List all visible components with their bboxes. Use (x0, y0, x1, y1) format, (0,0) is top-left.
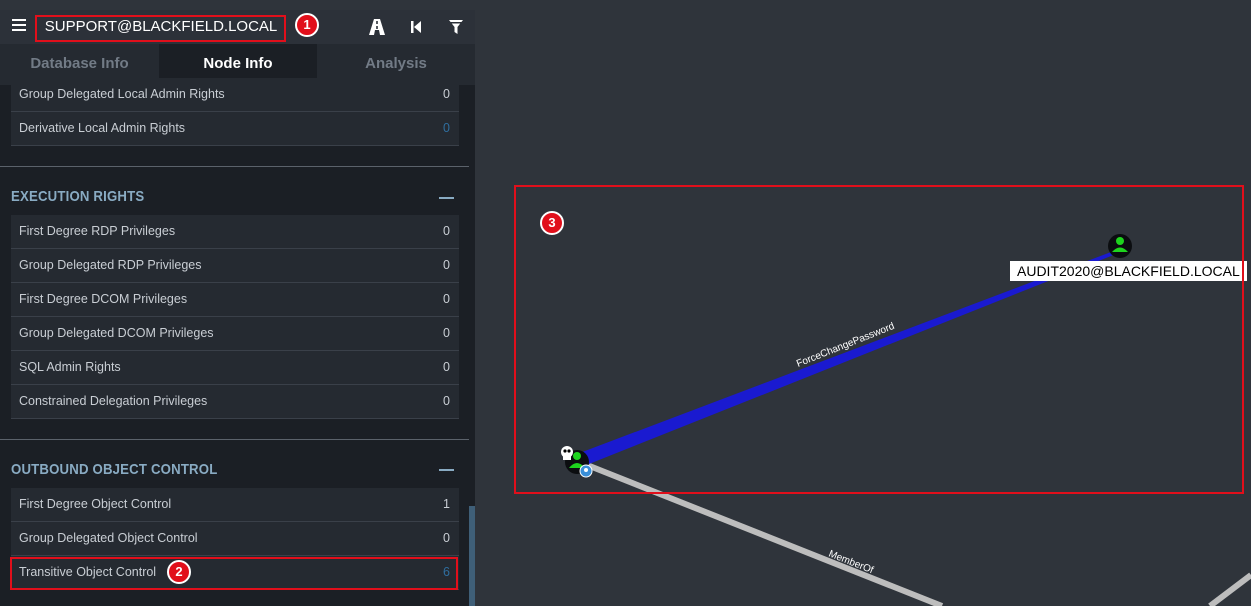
row-value: 0 (443, 292, 450, 306)
list-item[interactable]: Group Delegated Object Control 0 (11, 522, 459, 556)
list-item[interactable]: Group Delegated RDP Privileges 0 (11, 249, 459, 283)
edge-force-change-password[interactable] (577, 249, 1121, 466)
row-label: Group Delegated RDP Privileges (19, 258, 202, 272)
row-label: First Degree Object Control (19, 497, 172, 511)
location-pin-icon (579, 464, 593, 478)
target-node-label[interactable]: AUDIT2020@BLACKFIELD.LOCAL (1010, 261, 1247, 281)
search-bar: SUPPORT@BLACKFIELD.LOCAL (0, 10, 475, 44)
row-label: Group Delegated Object Control (19, 531, 198, 545)
tab-database-info[interactable]: Database Info (30, 55, 129, 72)
pathfinding-icon[interactable] (367, 17, 387, 37)
row-label: Group Delegated Local Admin Rights (19, 87, 225, 101)
list-item[interactable]: Constrained Delegation Privileges 0 (11, 385, 459, 419)
menu-icon[interactable] (12, 19, 26, 31)
tab-analysis[interactable]: Analysis (365, 55, 427, 72)
section-title-execution-rights[interactable]: EXECUTION RIGHTS (11, 188, 145, 205)
row-value: 0 (443, 224, 450, 238)
section-title-outbound-object-control[interactable]: OUTBOUND OBJECT CONTROL (11, 461, 218, 478)
row-label: Constrained Delegation Privileges (19, 394, 208, 408)
source-user-node[interactable] (561, 446, 593, 478)
list-item[interactable]: Derivative Local Admin Rights 0 (11, 112, 459, 146)
row-value-link[interactable]: 0 (443, 121, 450, 135)
collapse-icon[interactable] (439, 469, 454, 471)
filter-icon[interactable] (446, 17, 466, 37)
collapse-icon[interactable] (439, 197, 454, 199)
annotation-badge-2: 2 (167, 560, 191, 584)
annotation-badge-1: 1 (295, 13, 319, 37)
node-search-input[interactable]: SUPPORT@BLACKFIELD.LOCAL (44, 18, 278, 35)
list-item[interactable]: First Degree DCOM Privileges 0 (11, 283, 459, 317)
scrollbar-track[interactable] (469, 85, 475, 606)
row-value: 0 (443, 360, 450, 374)
annotation-badge-3: 3 (540, 211, 564, 235)
row-value: 0 (443, 531, 450, 545)
list-item[interactable]: First Degree Object Control 1 (11, 488, 459, 522)
list-item[interactable]: Group Delegated Local Admin Rights 0 (11, 78, 459, 112)
row-value: 0 (443, 258, 450, 272)
section-divider (0, 166, 469, 167)
edge-member-of[interactable] (580, 460, 944, 606)
edge-partial-right[interactable] (1208, 572, 1251, 606)
row-label: Group Delegated DCOM Privileges (19, 326, 214, 340)
row-value-link[interactable]: 6 (443, 565, 450, 579)
row-value: 0 (443, 87, 450, 101)
back-icon[interactable] (406, 17, 426, 37)
row-label: Transitive Object Control (19, 565, 157, 579)
row-value: 0 (443, 394, 450, 408)
row-value: 1 (443, 497, 450, 511)
list-item[interactable]: SQL Admin Rights 0 (11, 351, 459, 385)
execution-rights-rows: First Degree RDP Privileges 0 Group Dele… (11, 215, 459, 419)
row-label: First Degree RDP Privileges (19, 224, 176, 238)
row-label: First Degree DCOM Privileges (19, 292, 188, 306)
local-admin-rows: Group Delegated Local Admin Rights 0 Der… (11, 78, 459, 146)
target-user-node[interactable] (1108, 234, 1132, 258)
outbound-control-rows: First Degree Object Control 1 Group Dele… (11, 488, 459, 590)
row-label: Derivative Local Admin Rights (19, 121, 186, 135)
node-info-panel: SUPPORT@BLACKFIELD.LOCAL Database Info N… (0, 10, 475, 606)
row-label: SQL Admin Rights (19, 360, 121, 374)
scrollbar-thumb[interactable] (469, 506, 475, 606)
row-value: 0 (443, 326, 450, 340)
skull-icon (561, 446, 573, 460)
section-divider (0, 439, 469, 440)
list-item[interactable]: Transitive Object Control 6 (11, 556, 459, 590)
list-item[interactable]: First Degree RDP Privileges 0 (11, 215, 459, 249)
list-item[interactable]: Group Delegated DCOM Privileges 0 (11, 317, 459, 351)
